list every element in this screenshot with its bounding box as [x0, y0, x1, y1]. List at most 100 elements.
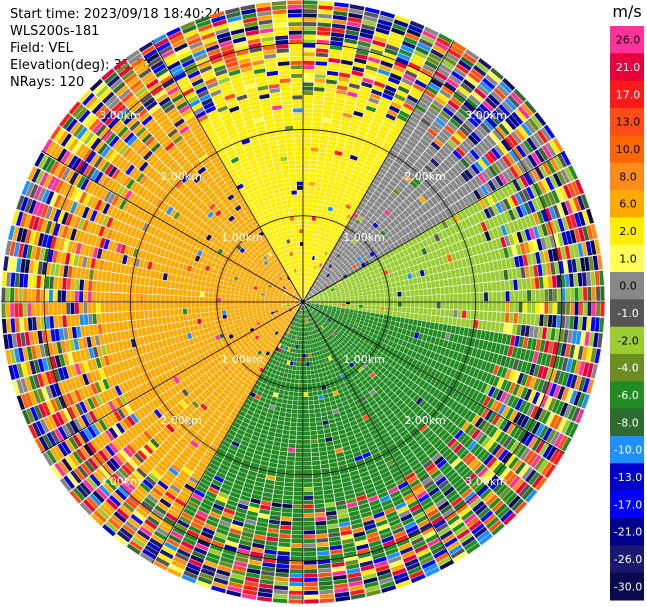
velocity-cell	[410, 87, 423, 96]
velocity-cell	[347, 87, 359, 94]
velocity-cell	[444, 172, 453, 182]
velocity-cell	[314, 280, 318, 285]
velocity-cell	[313, 274, 317, 279]
velocity-cell	[317, 390, 323, 396]
velocity-cell	[434, 117, 446, 128]
velocity-cell	[495, 238, 503, 249]
velocity-cell	[376, 23, 391, 31]
velocity-cell	[531, 151, 542, 166]
velocity-cell	[494, 144, 505, 157]
velocity-cell	[347, 259, 353, 264]
velocity-cell	[350, 269, 355, 274]
velocity-cell	[321, 240, 326, 246]
velocity-cell	[337, 209, 343, 216]
velocity-cell	[336, 89, 347, 95]
velocity-cell	[366, 248, 373, 254]
velocity-cell	[561, 372, 570, 387]
velocity-cell	[313, 234, 317, 239]
velocity-cell	[376, 298, 381, 302]
velocity-cell	[403, 335, 410, 342]
velocity-cell	[355, 180, 363, 187]
velocity-cell	[329, 462, 338, 468]
velocity-cell	[311, 242, 316, 248]
velocity-cell	[423, 268, 430, 276]
velocity-cell	[366, 326, 372, 332]
velocity-cell	[409, 266, 415, 273]
velocity-cell	[303, 526, 315, 531]
velocity-cell	[480, 232, 487, 243]
velocity-cell	[357, 264, 363, 270]
velocity-cell	[391, 282, 397, 288]
velocity-cell	[483, 182, 493, 194]
velocity-cell	[339, 288, 345, 292]
velocity-cell	[284, 478, 294, 483]
velocity-cell	[315, 281, 319, 286]
velocity-cell	[326, 188, 333, 194]
velocity-cell	[494, 271, 500, 281]
velocity-cell	[393, 141, 404, 150]
velocity-cell	[483, 282, 488, 292]
velocity-cell	[374, 136, 385, 145]
velocity-cell	[476, 212, 484, 223]
velocity-cell	[488, 302, 493, 312]
velocity-cell	[373, 35, 388, 44]
velocity-cell	[444, 332, 451, 341]
velocity-cell	[310, 296, 315, 299]
velocity-cell	[522, 188, 531, 201]
velocity-cell	[402, 302, 407, 307]
velocity-cell	[465, 49, 480, 61]
velocity-cell	[311, 273, 314, 278]
velocity-cell	[444, 348, 451, 357]
velocity-cell	[454, 251, 461, 260]
velocity-cell	[487, 150, 498, 162]
velocity-cell	[303, 495, 314, 500]
velocity-cell	[339, 286, 344, 290]
velocity-cell	[351, 238, 358, 245]
velocity-cell	[406, 307, 411, 313]
velocity-cell	[492, 260, 499, 271]
velocity-cell	[536, 393, 545, 407]
velocity-cell	[364, 7, 380, 15]
velocity-cell	[397, 270, 403, 276]
velocity-cell	[349, 294, 354, 297]
velocity-cell	[318, 576, 333, 582]
velocity-cell	[318, 277, 322, 282]
velocity-cell	[500, 236, 507, 248]
velocity-cell	[441, 59, 455, 70]
velocity-cell	[541, 380, 549, 394]
velocity-cell	[349, 261, 355, 267]
velocity-cell	[480, 330, 486, 340]
velocity-cell	[422, 30, 437, 40]
velocity-cell	[400, 236, 407, 244]
velocity-cell	[551, 399, 561, 414]
velocity-cell	[438, 272, 444, 280]
velocity-cell	[277, 551, 290, 556]
velocity-cell	[324, 232, 329, 238]
velocity-cell	[424, 328, 430, 335]
velocity-cell	[337, 298, 342, 300]
velocity-cell	[303, 259, 306, 264]
velocity-cell	[295, 370, 300, 375]
velocity-cell	[479, 140, 490, 152]
velocity-cell	[359, 279, 365, 284]
velocity-cell	[387, 268, 393, 274]
velocity-cell	[305, 295, 309, 299]
velocity-cell	[393, 306, 398, 312]
velocity-cell	[306, 296, 310, 300]
velocity-cell	[321, 250, 326, 255]
velocity-cell	[389, 297, 394, 302]
velocity-cell	[405, 207, 413, 215]
velocity-cell	[417, 207, 425, 216]
velocity-cell	[369, 93, 381, 101]
velocity-cell	[535, 196, 544, 210]
velocity-cell	[452, 243, 459, 252]
velocity-cell	[374, 175, 383, 183]
velocity-cell	[516, 360, 524, 372]
velocity-cell	[311, 247, 315, 252]
velocity-cell	[582, 316, 587, 331]
velocity-cell	[386, 319, 392, 325]
velocity-cell	[405, 285, 410, 291]
velocity-cell	[418, 224, 426, 233]
velocity-cell	[367, 101, 378, 109]
velocity-cell	[532, 378, 541, 391]
